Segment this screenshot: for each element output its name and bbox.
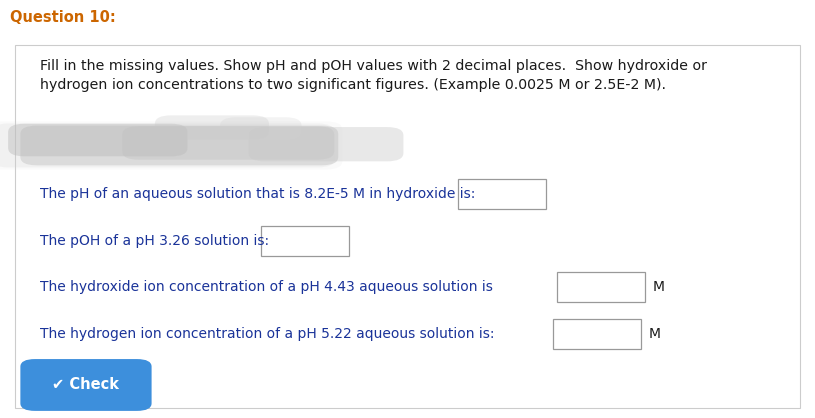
- FancyBboxPatch shape: [8, 124, 187, 156]
- Text: Question 10:: Question 10:: [10, 10, 116, 25]
- Text: The pOH of a pH 3.26 solution is:: The pOH of a pH 3.26 solution is:: [40, 234, 269, 248]
- FancyBboxPatch shape: [155, 115, 269, 140]
- Text: ✔ Check: ✔ Check: [52, 377, 120, 393]
- Text: M: M: [649, 326, 661, 341]
- FancyBboxPatch shape: [261, 226, 349, 256]
- FancyBboxPatch shape: [557, 272, 645, 302]
- Text: The hydroxide ion concentration of a pH 4.43 aqueous solution is: The hydroxide ion concentration of a pH …: [40, 280, 493, 294]
- FancyBboxPatch shape: [122, 126, 334, 160]
- Text: The hydrogen ion concentration of a pH 5.22 aqueous solution is:: The hydrogen ion concentration of a pH 5…: [40, 326, 495, 341]
- FancyBboxPatch shape: [0, 124, 334, 167]
- Text: M: M: [653, 280, 665, 294]
- FancyBboxPatch shape: [0, 121, 342, 170]
- FancyBboxPatch shape: [20, 359, 152, 411]
- FancyBboxPatch shape: [458, 179, 546, 209]
- FancyBboxPatch shape: [249, 127, 403, 161]
- FancyBboxPatch shape: [20, 125, 338, 165]
- Text: The pH of an aqueous solution that is 8.2E-5 M in hydroxide is:: The pH of an aqueous solution that is 8.…: [40, 187, 475, 201]
- FancyBboxPatch shape: [15, 45, 800, 408]
- FancyBboxPatch shape: [553, 319, 641, 349]
- FancyBboxPatch shape: [220, 117, 302, 140]
- Text: Fill in the missing values. Show pH and pOH values with 2 decimal places.  Show : Fill in the missing values. Show pH and …: [40, 59, 707, 92]
